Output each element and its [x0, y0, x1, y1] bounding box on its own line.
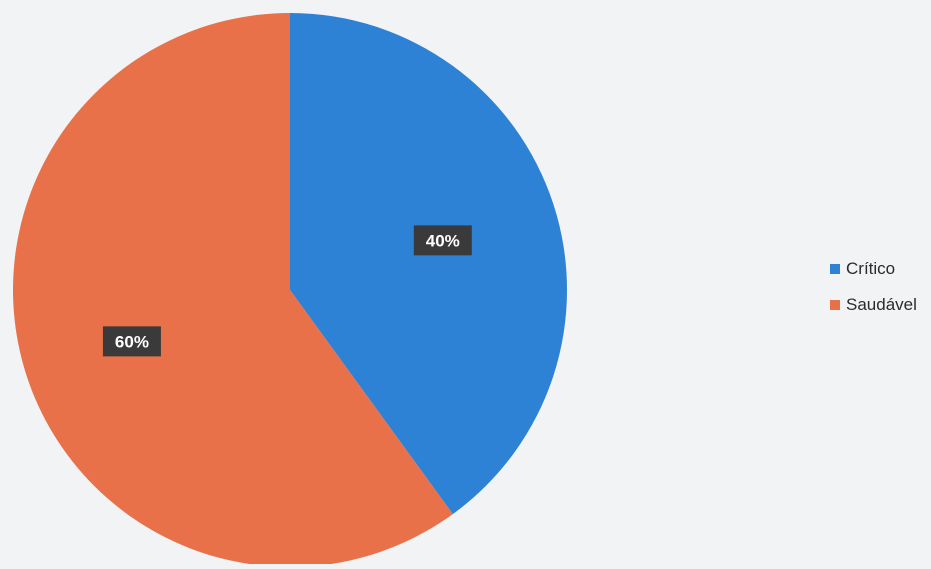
- pie-slice-critico: [290, 13, 568, 515]
- legend-swatch-saudavel: [830, 300, 840, 310]
- data-label-text: 40%: [426, 231, 460, 250]
- pie-slice-saudavel: [13, 13, 453, 567]
- data-label-saudavel: 60%: [102, 326, 161, 357]
- data-label-critico: 40%: [413, 225, 472, 256]
- legend-item-critico: Crítico: [830, 259, 917, 279]
- data-label-box: [413, 225, 472, 256]
- chart-legend: Crítico Saudável: [830, 259, 917, 315]
- legend-swatch-critico: [830, 264, 840, 274]
- data-label-box: [102, 326, 161, 357]
- legend-label-critico: Crítico: [846, 259, 896, 278]
- legend-label-saudavel: Saudável: [846, 295, 917, 314]
- data-label-text: 60%: [115, 332, 149, 351]
- legend-item-saudavel: Saudável: [830, 295, 917, 315]
